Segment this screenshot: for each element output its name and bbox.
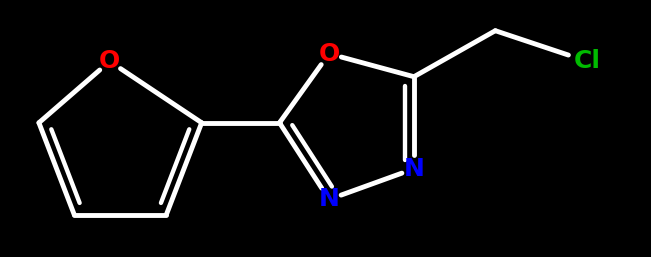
Text: N: N — [404, 157, 424, 181]
Text: N: N — [318, 187, 339, 212]
Text: Cl: Cl — [574, 49, 601, 73]
Text: O: O — [318, 42, 340, 66]
Text: O: O — [99, 49, 120, 73]
